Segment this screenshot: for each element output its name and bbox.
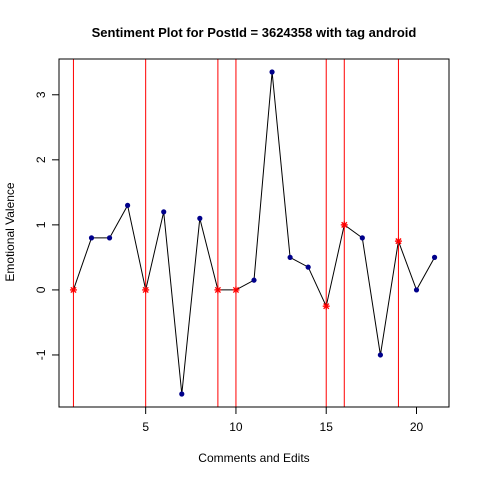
- edit-marker-stroke: [395, 238, 402, 245]
- data-point: [269, 69, 275, 75]
- edit-point-marker: [142, 286, 150, 294]
- data-point: [287, 254, 293, 260]
- y-tick-label: 3: [34, 91, 48, 98]
- edit-point-marker: [340, 221, 348, 229]
- data-points-group: [69, 69, 438, 397]
- chart-title: Sentiment Plot for PostId = 3624358 with…: [92, 25, 417, 40]
- x-tick-label: 20: [410, 420, 424, 434]
- y-tick-label: -1: [34, 349, 48, 360]
- data-point: [413, 287, 420, 293]
- edit-lines-group: [72, 59, 399, 407]
- data-point: [359, 235, 365, 241]
- edit-marker-stroke: [142, 286, 149, 294]
- x-axis-label: Comments and Edits: [198, 451, 309, 465]
- x-tick-label: 5: [142, 420, 149, 434]
- data-point: [305, 264, 311, 270]
- x-tick-label: 15: [320, 420, 334, 434]
- data-point: [377, 352, 383, 358]
- edit-point-marker: [322, 302, 330, 310]
- x-tick-label: 10: [229, 420, 243, 434]
- data-point: [88, 235, 95, 241]
- data-point: [179, 391, 185, 397]
- edit-point-marker: [232, 286, 240, 294]
- data-point: [106, 235, 113, 241]
- edit-marker-stroke: [232, 286, 240, 294]
- y-axis-label: Emotional Valence: [3, 182, 17, 281]
- edit-marker-stroke: [341, 221, 348, 228]
- edit-marker-stroke: [70, 286, 77, 294]
- data-point: [251, 277, 257, 283]
- data-point: [125, 202, 131, 208]
- data-point: [161, 209, 167, 215]
- edit-marker-stroke: [323, 303, 330, 310]
- edit-point-marker: [214, 286, 222, 294]
- edit-point-marker: [69, 286, 77, 294]
- y-tick-label: 0: [34, 286, 48, 293]
- edit-marker-stroke: [214, 286, 221, 294]
- data-point: [431, 254, 438, 260]
- y-tick-label: 1: [34, 221, 48, 228]
- plot-frame: [58, 58, 450, 408]
- y-tick-label: 2: [34, 156, 48, 163]
- edit-point-marker: [394, 237, 402, 245]
- data-point: [197, 215, 203, 221]
